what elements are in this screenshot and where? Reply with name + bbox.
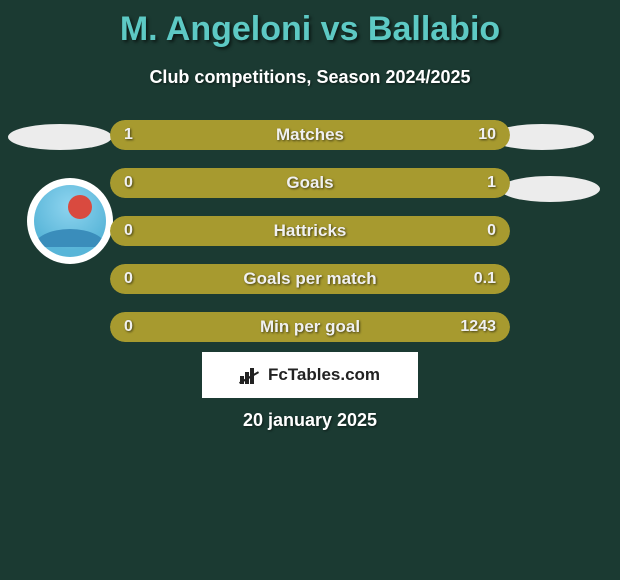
- player-right-oval-2: [500, 176, 600, 202]
- page-title: M. Angeloni vs Ballabio: [0, 0, 620, 49]
- stat-label: Goals per match: [110, 264, 510, 294]
- stat-row: 1 Matches 10: [110, 120, 510, 150]
- brand-box: FcTables.com: [202, 352, 418, 398]
- stat-value-right: 1243: [460, 312, 496, 342]
- stat-label: Matches: [110, 120, 510, 150]
- stat-label: Goals: [110, 168, 510, 198]
- page-subtitle: Club competitions, Season 2024/2025: [0, 67, 620, 88]
- team-badge-left: [27, 178, 113, 264]
- stat-row: 0 Goals 1: [110, 168, 510, 198]
- stat-value-right: 0: [487, 216, 496, 246]
- stat-value-right: 0.1: [474, 264, 496, 294]
- stat-row: 0 Min per goal 1243: [110, 312, 510, 342]
- footer-date: 20 january 2025: [0, 410, 620, 431]
- stat-value-right: 10: [478, 120, 496, 150]
- brand-text: FcTables.com: [268, 365, 380, 385]
- stat-row: 0 Hattricks 0: [110, 216, 510, 246]
- stat-row: 0 Goals per match 0.1: [110, 264, 510, 294]
- bar-chart-line-icon: [240, 366, 262, 384]
- stat-value-right: 1: [487, 168, 496, 198]
- comparison-rows: 1 Matches 10 0 Goals 1 0 Hattricks 0 0 G…: [110, 120, 510, 360]
- player-left-oval: [8, 124, 112, 150]
- stat-label: Hattricks: [110, 216, 510, 246]
- stat-label: Min per goal: [110, 312, 510, 342]
